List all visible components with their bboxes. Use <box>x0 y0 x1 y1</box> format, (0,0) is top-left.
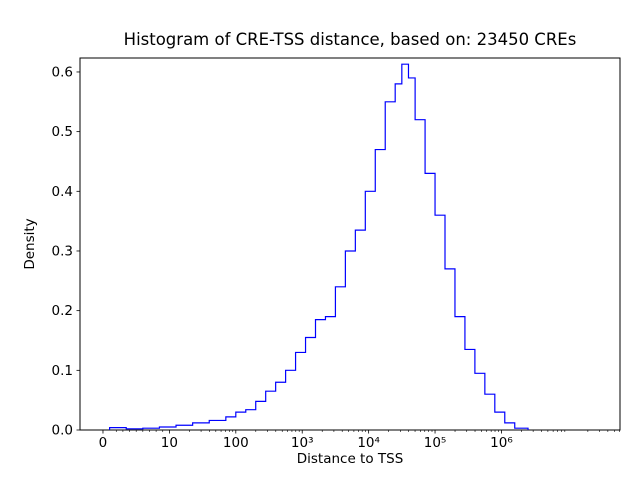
x-tick-label: 10⁵ <box>424 435 447 451</box>
histogram-step-line <box>109 63 529 430</box>
x-tick-label: 10⁴ <box>357 435 380 451</box>
y-tick-label: 0.5 <box>52 124 73 140</box>
y-axis-label: Density <box>22 218 38 270</box>
x-axis-label: Distance to TSS <box>296 451 404 467</box>
x-tick-label: 0 <box>99 435 108 451</box>
chart-title: Histogram of CRE-TSS distance, based on:… <box>123 30 577 49</box>
y-tick-label: 0.4 <box>52 184 73 200</box>
x-tick-label: 10⁶ <box>490 435 513 451</box>
x-tick-label: 100 <box>223 435 249 451</box>
x-tick-label: 10 <box>161 435 178 451</box>
y-tick-label: 0.0 <box>52 423 73 439</box>
x-tick-label: 10³ <box>291 435 314 451</box>
y-tick-label: 0.1 <box>52 363 73 379</box>
y-tick-label: 0.2 <box>52 303 73 319</box>
axes-frame <box>79 57 621 431</box>
y-tick-label: 0.3 <box>52 243 73 259</box>
y-tick-label: 0.6 <box>52 64 73 80</box>
